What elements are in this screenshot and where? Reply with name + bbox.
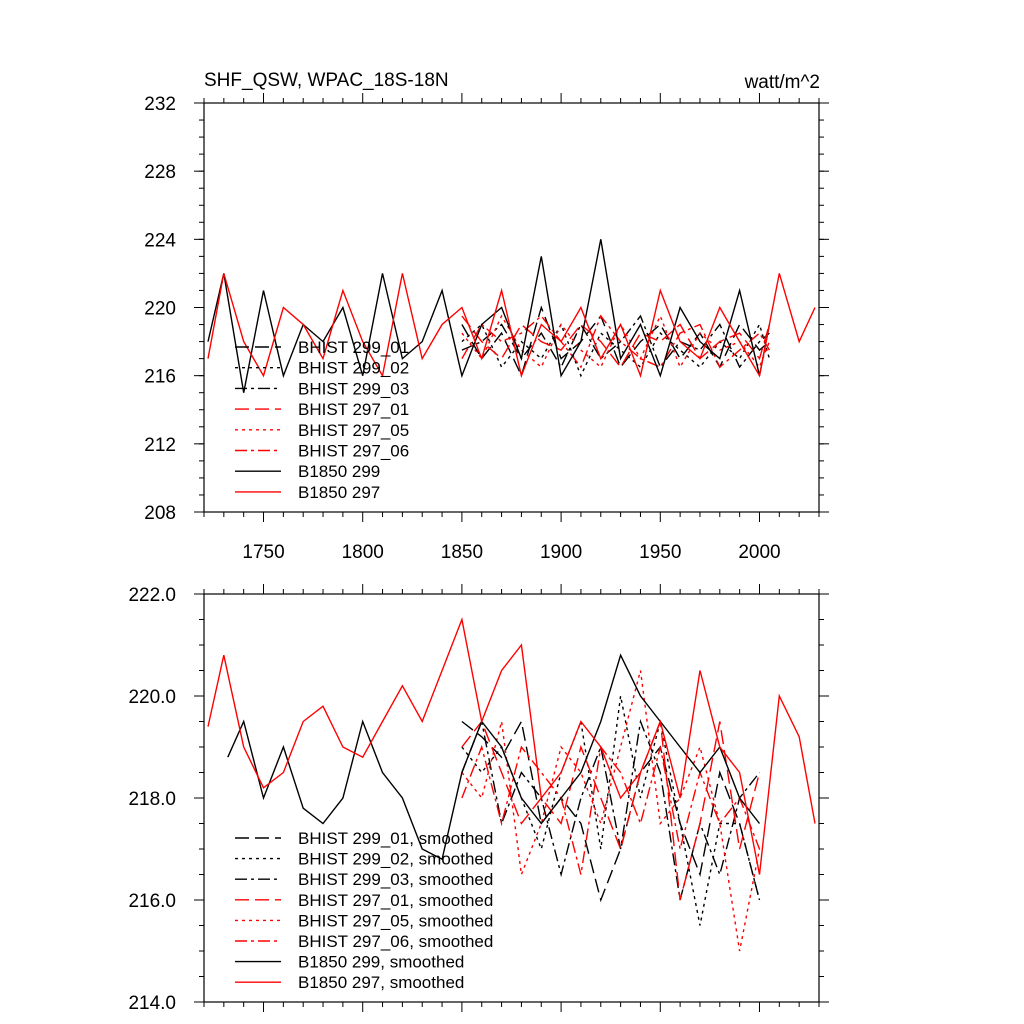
y-tick-label: 224 [144,230,176,251]
legend-label: BHIST 299_03 [298,379,409,398]
legend-label: BHIST 297_06, smoothed [298,932,493,951]
series-line-top-0 [461,305,770,378]
series-line-top-5 [461,314,771,369]
y-tick-label: 228 [144,162,176,183]
legend-label: BHIST 297_01 [298,400,409,419]
series-line-bottom-0 [461,719,761,903]
y-tick-label: 216.0 [128,891,176,912]
y-tick-label: 222.0 [128,585,176,606]
y-tick-label: 220 [144,299,176,320]
bottom-series-group [207,616,816,952]
legend-label: B1850 299 [298,462,380,481]
legend-label: BHIST 299_01, smoothed [298,829,493,848]
x-tick-label: 1800 [342,542,384,563]
legend-label: BHIST 297_05, smoothed [298,911,493,930]
top-axes: 1750 1800 1850 1900 1950 2000 208 212 216 220 224 2… [144,93,829,563]
bottom-legend: BHIST 299_01, smoothed BHIST 299_02, smoo… [235,829,493,992]
series-line-top-7 [207,273,816,379]
top-title-right: watt/m^2 [744,72,820,93]
y-tick-label: 214.0 [128,993,176,1014]
series-line-bottom-2 [461,718,761,901]
series-line-bottom-6 [227,653,761,861]
legend-label: BHIST 297_01, smoothed [298,891,493,910]
bottom-panel: BHIST 299_01, smoothed BHIST 299_02, smoo… [128,584,829,1014]
y-tick-label: 218.0 [128,789,176,810]
top-series-group [207,239,816,393]
legend-label: BHIST 297_06 [298,442,409,461]
x-tick-label: 1750 [242,542,284,563]
series-line-top-6 [207,239,771,393]
legend-label: BHIST 299_02 [298,359,409,378]
y-tick-label: 208 [144,503,176,524]
x-tick-label: 2000 [738,542,780,563]
y-tick-label: 216 [144,367,176,388]
legend-label: BHIST 299_03, smoothed [298,870,493,889]
bottom-plot-frame [203,593,820,1003]
x-tick-label: 1950 [639,542,681,563]
legend-label: BHIST 299_01 [298,338,409,357]
y-tick-label: 220.0 [128,687,176,708]
legend-label: B1850 297, smoothed [298,973,464,992]
legend-label: B1850 299, smoothed [298,953,464,972]
x-tick-label: 1900 [540,542,582,563]
legend-label: B1850 297 [298,483,380,502]
bottom-axes: 214.0 216.0 218.0 220.0 222.0 [128,584,829,1014]
series-line-bottom-4 [461,670,761,952]
series-line-bottom-7 [207,616,816,875]
top-plot-frame [203,102,820,513]
series-line-bottom-5 [461,744,761,875]
top-title-left: SHF_QSW, WPAC_18S-18N [204,70,449,91]
y-tick-label: 212 [144,435,176,456]
series-line-top-4 [461,314,771,369]
top-panel: SHF_QSW, WPAC_18S-18N watt/m^2 BHIST 299… [144,70,829,563]
x-tick-label: 1850 [441,542,483,563]
y-tick-label: 232 [144,94,176,115]
legend-label: BHIST 297_05 [298,421,409,440]
series-line-bottom-3 [461,720,761,901]
legend-label: BHIST 299_02, smoothed [298,850,493,869]
